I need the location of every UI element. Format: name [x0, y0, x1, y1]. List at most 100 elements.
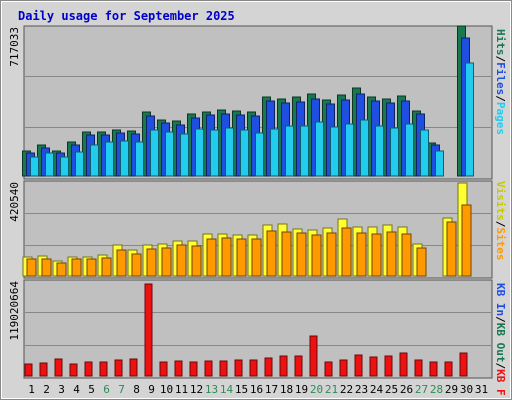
bar-bottom-kb-f-day-22: [339, 359, 348, 377]
x-tick-day-4: 4: [73, 383, 80, 396]
bar-bottom-kb-f-day-26: [399, 352, 408, 377]
bar-top-pages-day-30: [465, 62, 474, 177]
x-tick-day-29: 29: [445, 383, 458, 396]
bars-bottom: [24, 283, 468, 377]
bar-bottom-kb-f-day-30: [459, 352, 468, 377]
x-tick-labels: 1 2 3 4 5 6 7 8 9 10 11 12 13 14 15 16 17 18 19 20 21 22 23 24 2…: [28, 383, 488, 396]
legend-middle: Visits/Sites: [494, 181, 507, 261]
x-tick-day-25: 25: [385, 383, 398, 396]
bar-bottom-kb-f-day-11: [174, 360, 183, 377]
bar-middle-sites-day-15: [236, 238, 247, 277]
bar-top-pages-day-14: [225, 127, 234, 177]
legend-top: Hits/Files/Pages: [494, 29, 507, 135]
bar-top-pages-day-2: [45, 152, 54, 177]
bar-top-pages-day-9: [150, 129, 159, 177]
x-tick-day-16: 16: [250, 383, 263, 396]
x-tick-day-12: 12: [190, 383, 203, 396]
x-tick-day-14: 14: [220, 383, 234, 396]
bar-middle-sites-day-12: [191, 245, 202, 277]
bar-bottom-kb-f-day-4: [69, 363, 78, 377]
bar-bottom-kb-f-day-14: [219, 360, 228, 377]
x-tick-day-20: 20: [310, 383, 323, 396]
bar-middle-sites-day-19: [296, 232, 307, 277]
bar-top-pages-day-24: [375, 125, 384, 177]
legend-entry: /: [494, 316, 507, 323]
x-tick-day-23: 23: [355, 383, 368, 396]
bar-middle-sites-day-21: [326, 232, 337, 277]
bar-bottom-kb-f-day-9: [144, 283, 153, 377]
legend-entry: Visits: [494, 181, 507, 221]
legend-entry: /: [494, 221, 507, 228]
bar-bottom-kb-f-day-21: [324, 361, 333, 377]
bar-middle-sites-day-25: [386, 231, 397, 277]
x-tick-day-22: 22: [340, 383, 353, 396]
bar-bottom-kb-f-day-1: [24, 363, 33, 377]
bar-middle-sites-day-9: [146, 248, 157, 277]
x-tick-day-24: 24: [370, 383, 384, 396]
bar-bottom-kb-f-day-19: [294, 355, 303, 377]
bar-middle-sites-day-29: [446, 221, 457, 277]
bar-top-pages-day-22: [345, 123, 354, 177]
bar-middle-sites-day-5: [86, 258, 97, 277]
bar-top-pages-day-11: [180, 133, 189, 177]
bar-bottom-kb-f-day-29: [444, 361, 453, 377]
x-tick-day-5: 5: [88, 383, 95, 396]
x-tick-day-2: 2: [43, 383, 50, 396]
bar-bottom-kb-f-day-20: [309, 335, 318, 377]
bar-middle-sites-day-24: [371, 233, 382, 277]
x-tick-day-7: 7: [118, 383, 125, 396]
bar-bottom-kb-f-day-17: [264, 357, 273, 377]
bar-top-pages-day-6: [105, 141, 114, 177]
bar-middle-sites-day-16: [251, 238, 262, 277]
bar-top-pages-day-5: [90, 144, 99, 177]
bar-top-pages-day-10: [165, 131, 174, 177]
legend-entry: Sites: [494, 227, 507, 260]
bar-middle-sites-day-26: [401, 233, 412, 277]
bar-bottom-kb-f-day-16: [249, 359, 258, 377]
chart-title: Daily usage for September 2025: [18, 9, 235, 23]
bar-bottom-kb-f-day-24: [369, 356, 378, 377]
bars-top: [22, 25, 474, 177]
x-tick-day-8: 8: [133, 383, 140, 396]
top-ymax-label: 717033: [8, 27, 21, 67]
bar-top-pages-day-1: [30, 156, 39, 177]
bar-bottom-kb-f-day-2: [39, 362, 48, 377]
bar-middle-sites-day-4: [71, 258, 82, 277]
bars-middle: [22, 182, 472, 277]
middle-ymax-label: 420540: [8, 182, 21, 222]
x-tick-day-21: 21: [325, 383, 338, 396]
bar-top-pages-day-19: [300, 125, 309, 177]
bar-top-pages-day-15: [240, 129, 249, 177]
bar-bottom-kb-f-day-23: [354, 354, 363, 377]
bar-top-pages-day-4: [75, 151, 84, 177]
legend-top-text: Hits/Files/Pages: [494, 29, 507, 135]
bar-top-pages-day-20: [315, 121, 324, 177]
bar-middle-sites-day-22: [341, 227, 352, 277]
bar-top-pages-day-17: [270, 128, 279, 177]
x-tick-day-6: 6: [103, 383, 110, 396]
legend-middle-text: Visits/Sites: [494, 181, 507, 261]
bar-bottom-kb-f-day-5: [84, 361, 93, 377]
bar-top-pages-day-16: [255, 132, 264, 177]
bar-top-pages-day-27: [420, 129, 429, 177]
bar-bottom-kb-f-day-10: [159, 361, 168, 377]
legend-entry: KB In: [494, 283, 507, 316]
x-tick-day-15: 15: [235, 383, 248, 396]
bar-top-pages-day-12: [195, 128, 204, 177]
bar-bottom-kb-f-day-13: [204, 360, 213, 377]
x-tick-day-10: 10: [160, 383, 173, 396]
legend-entry: /: [494, 95, 507, 102]
bar-top-pages-day-26: [405, 123, 414, 177]
x-tick-day-11: 11: [175, 383, 188, 396]
bar-top-pages-day-3: [60, 156, 69, 177]
x-tick-day-27: 27: [415, 383, 428, 396]
bar-top-pages-day-21: [330, 126, 339, 177]
x-tick-day-1: 1: [28, 383, 35, 396]
bar-middle-sites-day-2: [41, 258, 52, 277]
bar-middle-sites-day-18: [281, 231, 292, 277]
x-tick-day-28: 28: [430, 383, 443, 396]
x-tick-day-3: 3: [58, 383, 65, 396]
bar-bottom-kb-f-day-15: [234, 359, 243, 377]
